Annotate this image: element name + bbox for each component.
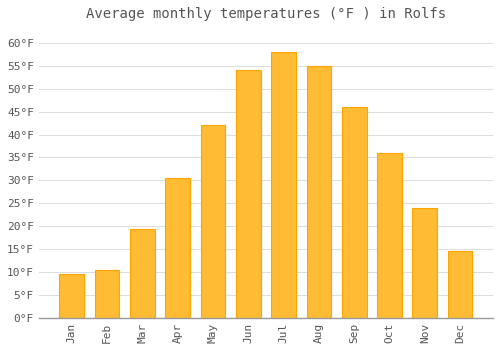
Bar <box>94 270 120 318</box>
Bar <box>412 208 437 318</box>
Bar <box>448 251 472 318</box>
Bar <box>377 153 402 318</box>
Bar <box>306 66 331 318</box>
Title: Average monthly temperatures (°F ) in Rolfs: Average monthly temperatures (°F ) in Ro… <box>86 7 446 21</box>
Bar <box>166 178 190 318</box>
Bar <box>271 52 296 318</box>
Bar <box>342 107 366 318</box>
Bar <box>236 70 260 318</box>
Bar <box>60 274 84 318</box>
Bar <box>130 229 155 318</box>
Bar <box>200 125 226 318</box>
